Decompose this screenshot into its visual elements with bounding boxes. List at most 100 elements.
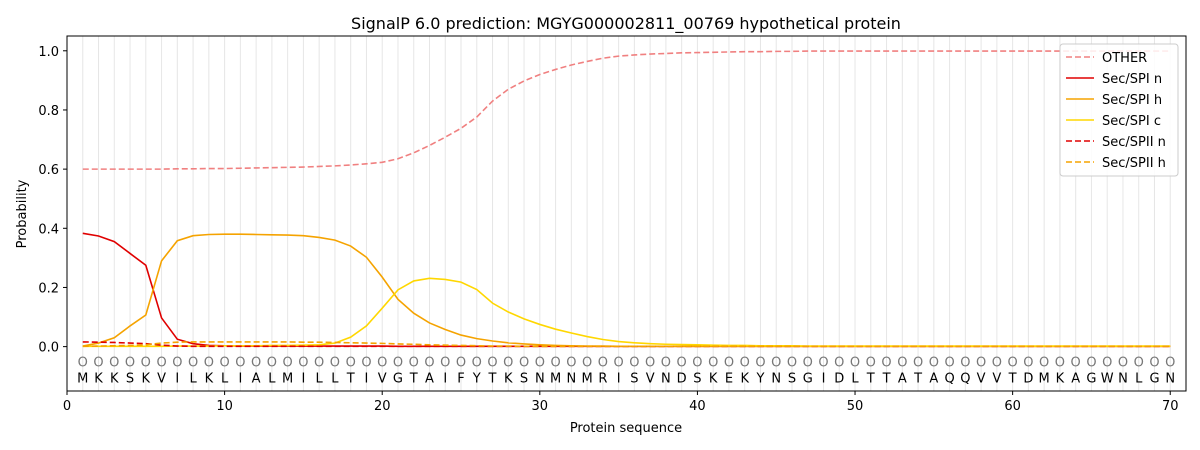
residue-marker: O bbox=[109, 355, 119, 370]
legend-label: OTHER bbox=[1102, 51, 1147, 66]
residue-label: V bbox=[992, 372, 1001, 387]
x-tick-label: 10 bbox=[216, 399, 233, 414]
series-line-sec-spi-n bbox=[82, 232, 1171, 348]
residue-marker: O bbox=[692, 355, 702, 370]
residue-label: I bbox=[301, 372, 305, 387]
residue-marker: O bbox=[1149, 355, 1159, 370]
residue-label: G bbox=[393, 372, 403, 387]
residue-label: Y bbox=[472, 372, 481, 387]
plot-frame bbox=[66, 35, 1187, 392]
legend-box bbox=[1059, 43, 1179, 177]
residue-marker: O bbox=[519, 355, 529, 370]
residue-label: T bbox=[488, 372, 497, 387]
residue-marker: O bbox=[156, 355, 166, 370]
series-line-sec-spi-c bbox=[82, 277, 1171, 348]
residue-label: N bbox=[1118, 372, 1128, 387]
residue-label: K bbox=[94, 372, 103, 387]
residue-label: I bbox=[365, 372, 369, 387]
residue-label: K bbox=[142, 372, 151, 387]
residue-marker: O bbox=[598, 355, 608, 370]
y-tick-label: 0.4 bbox=[38, 222, 59, 237]
residue-label: K bbox=[110, 372, 119, 387]
residue-marker: O bbox=[314, 355, 324, 370]
legend-label: Sec/SPII n bbox=[1102, 135, 1166, 150]
residue-marker: O bbox=[929, 355, 939, 370]
residue-marker: O bbox=[361, 355, 371, 370]
residue-marker: O bbox=[330, 355, 340, 370]
residue-label: I bbox=[617, 372, 621, 387]
gridlines bbox=[82, 36, 1171, 391]
y-axis-title: Probability bbox=[15, 179, 30, 248]
residue-label: A bbox=[425, 372, 434, 387]
residue-marker: O bbox=[1134, 355, 1144, 370]
residue-marker: O bbox=[944, 355, 954, 370]
residue-marker: O bbox=[456, 355, 466, 370]
residue-marker: O bbox=[472, 355, 482, 370]
residue-marker: O bbox=[976, 355, 986, 370]
residue-marker: O bbox=[1023, 355, 1033, 370]
residue-label: N bbox=[566, 372, 576, 387]
residue-label: F bbox=[457, 372, 464, 387]
residue-label: L bbox=[268, 372, 276, 387]
y-tick-label: 0.8 bbox=[38, 104, 59, 119]
residue-marker: O bbox=[724, 355, 734, 370]
residue-label: K bbox=[709, 372, 718, 387]
residue-marker: O bbox=[267, 355, 277, 370]
x-tick-label: 50 bbox=[847, 399, 864, 414]
residue-label: Q bbox=[960, 372, 970, 387]
residue-label: D bbox=[677, 372, 687, 387]
residue-marker: O bbox=[834, 355, 844, 370]
residue-marker: O bbox=[1102, 355, 1112, 370]
residue-marker: O bbox=[645, 355, 655, 370]
residue-marker: O bbox=[409, 355, 419, 370]
residue-label: M bbox=[77, 372, 88, 387]
residue-marker: O bbox=[755, 355, 765, 370]
residue-label: T bbox=[346, 372, 355, 387]
residue-marker: O bbox=[141, 355, 151, 370]
residue-marker: O bbox=[235, 355, 245, 370]
residue-label: I bbox=[443, 372, 447, 387]
residue-marker: O bbox=[614, 355, 624, 370]
x-tick-label: 60 bbox=[1004, 399, 1021, 414]
series-line-other bbox=[82, 50, 1171, 170]
residue-marker: O bbox=[424, 355, 434, 370]
residue-marker: O bbox=[93, 355, 103, 370]
residue-marker: O bbox=[677, 355, 687, 370]
residue-marker: O bbox=[582, 355, 592, 370]
residue-label: T bbox=[882, 372, 891, 387]
residue-marker: O bbox=[850, 355, 860, 370]
residue-label: R bbox=[598, 372, 607, 387]
residue-marker: O bbox=[913, 355, 923, 370]
residue-label: I bbox=[238, 372, 242, 387]
residue-marker: O bbox=[960, 355, 970, 370]
residue-label: I bbox=[175, 372, 179, 387]
residue-marker: O bbox=[866, 355, 876, 370]
x-axis-title: Protein sequence bbox=[570, 421, 682, 436]
x-tick-label: 0 bbox=[63, 399, 71, 414]
series-line-sec-spi-h bbox=[82, 233, 1171, 348]
sequence-annotations: OMOKOKOSOKOVOIOLOKOLOIOAOLOMOIOLOLOTOIOV… bbox=[77, 355, 1175, 386]
residue-label: T bbox=[913, 372, 922, 387]
residue-marker: O bbox=[78, 355, 88, 370]
residue-marker: O bbox=[771, 355, 781, 370]
series-line-sec-spii-h bbox=[82, 341, 1171, 348]
residue-label: L bbox=[851, 372, 859, 387]
residue-marker: O bbox=[1039, 355, 1049, 370]
residue-label: I bbox=[822, 372, 826, 387]
legend: OTHER Sec/SPI n Sec/SPI h Sec/SPI c Sec/SPII… bbox=[1059, 43, 1179, 177]
residue-label: V bbox=[977, 372, 986, 387]
residue-marker: O bbox=[503, 355, 513, 370]
residue-label: S bbox=[693, 372, 701, 387]
residue-marker: O bbox=[204, 355, 214, 370]
residue-label: M bbox=[1039, 372, 1050, 387]
chart-title: SignalP 6.0 prediction: MGYG000002811_00… bbox=[351, 14, 901, 34]
residue-label: T bbox=[1008, 372, 1017, 387]
residue-label: L bbox=[1135, 372, 1143, 387]
residue-marker: O bbox=[393, 355, 403, 370]
residue-marker: O bbox=[346, 355, 356, 370]
residue-label: N bbox=[1165, 372, 1175, 387]
residue-marker: O bbox=[992, 355, 1002, 370]
residue-marker: O bbox=[219, 355, 229, 370]
residue-label: S bbox=[126, 372, 134, 387]
residue-label: A bbox=[898, 372, 907, 387]
